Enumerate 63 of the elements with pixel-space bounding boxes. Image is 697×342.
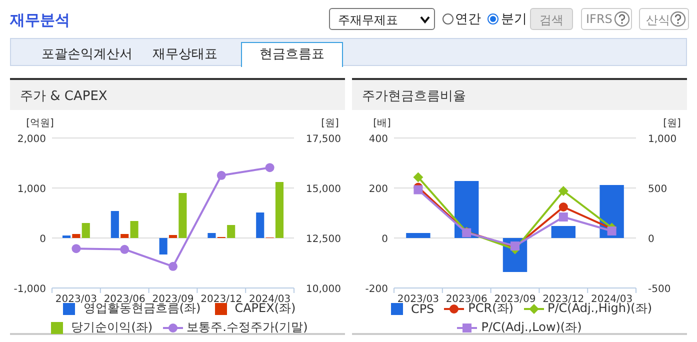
point bbox=[607, 226, 616, 236]
bar bbox=[110, 211, 119, 238]
y2-axis-title: [원] bbox=[663, 118, 681, 129]
text: 산식 bbox=[646, 12, 670, 29]
y2-tick-label: -500 bbox=[648, 284, 671, 295]
point bbox=[558, 186, 568, 196]
point bbox=[414, 185, 423, 194]
y-axis-title: [배] bbox=[373, 118, 391, 129]
bar bbox=[82, 223, 90, 238]
point bbox=[413, 172, 424, 182]
bar bbox=[551, 226, 576, 238]
legend-label: PCR(좌) bbox=[468, 301, 514, 317]
chart-title: 주가현금흐름비율 bbox=[362, 88, 466, 105]
bar bbox=[72, 234, 80, 238]
point bbox=[265, 163, 274, 172]
y-tick-label: 2,000 bbox=[17, 134, 46, 145]
y2-tick-label: 500 bbox=[648, 184, 668, 195]
text: 재무분석 bbox=[10, 11, 70, 30]
text: 포괄손익계산서 bbox=[40, 46, 134, 63]
legend-label: 당기순이익(좌) bbox=[71, 319, 153, 336]
bar bbox=[120, 234, 129, 238]
y-tick-label: 0 bbox=[40, 234, 46, 245]
legend-label: CAPEX(좌) bbox=[234, 301, 296, 317]
y2-tick-label: 0 bbox=[648, 234, 654, 245]
text: 주재무제표 bbox=[338, 12, 398, 29]
legend-label: P/C(Adj.,Low)(좌) bbox=[481, 319, 582, 336]
y-axis-title: [억원] bbox=[26, 118, 54, 129]
bar bbox=[130, 221, 138, 238]
bar bbox=[275, 182, 284, 238]
legend-label: P/C(Adj.,High)(좌) bbox=[548, 301, 652, 317]
chart-title: 주가 & CAPEX bbox=[20, 88, 108, 105]
y-tick-label: 1,000 bbox=[17, 184, 46, 195]
bar bbox=[208, 233, 216, 238]
y2-tick-label: 1,000 bbox=[648, 134, 677, 145]
point bbox=[168, 262, 178, 271]
y2-tick-label: 10,000 bbox=[306, 284, 341, 295]
y-tick-label: -1,000 bbox=[14, 284, 46, 295]
bar bbox=[168, 235, 178, 238]
y-tick-label: 400 bbox=[368, 134, 388, 145]
point bbox=[72, 244, 81, 254]
text: 검색 bbox=[538, 12, 564, 29]
point bbox=[216, 170, 226, 180]
y2-axis-title: [원] bbox=[321, 118, 339, 129]
y2-tick-label: 12,500 bbox=[306, 234, 341, 245]
text: IFRS bbox=[586, 12, 612, 26]
point bbox=[120, 244, 130, 254]
y-tick-label: 0 bbox=[382, 234, 388, 245]
text: 분기 bbox=[501, 11, 527, 28]
y2-tick-label: 15,000 bbox=[306, 184, 341, 195]
bar bbox=[227, 225, 236, 238]
y-tick-label: -200 bbox=[365, 284, 388, 295]
point bbox=[558, 202, 568, 212]
legend-label: 영업활동현금흐름(좌) bbox=[83, 301, 201, 317]
bar bbox=[159, 238, 168, 254]
text: 연간 bbox=[455, 11, 481, 28]
legend-label: 보통주.수정주가(기말) bbox=[186, 319, 308, 336]
y2-tick-label: 17,500 bbox=[306, 134, 341, 145]
bar bbox=[178, 193, 187, 238]
point bbox=[558, 212, 568, 222]
bar bbox=[406, 233, 430, 238]
bar bbox=[256, 212, 264, 238]
text: 재무상태표 bbox=[152, 47, 218, 62]
y-tick-label: 200 bbox=[368, 184, 388, 195]
